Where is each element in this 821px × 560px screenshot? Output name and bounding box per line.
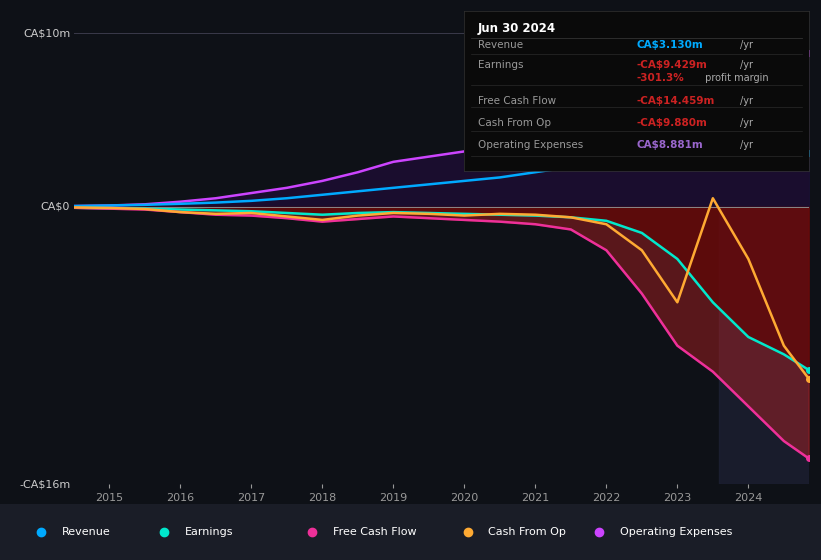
- Text: -CA$9.429m: -CA$9.429m: [636, 60, 707, 71]
- Bar: [718, 20, 809, 484]
- Text: profit margin: profit margin: [702, 73, 768, 83]
- Text: -CA$14.459m: -CA$14.459m: [636, 96, 714, 106]
- Text: Revenue: Revenue: [478, 40, 523, 50]
- Text: Operating Expenses: Operating Expenses: [478, 140, 583, 150]
- Text: Free Cash Flow: Free Cash Flow: [478, 96, 556, 106]
- Text: Free Cash Flow: Free Cash Flow: [333, 527, 416, 537]
- Text: CA$10m: CA$10m: [23, 29, 71, 39]
- Text: /yr: /yr: [740, 96, 753, 106]
- Text: Jun 30 2024: Jun 30 2024: [478, 22, 556, 35]
- Text: CA$3.130m: CA$3.130m: [636, 40, 703, 50]
- Text: /yr: /yr: [740, 118, 753, 128]
- Text: -CA$16m: -CA$16m: [19, 479, 71, 489]
- Text: Earnings: Earnings: [185, 527, 233, 537]
- Text: CA$0: CA$0: [41, 202, 71, 212]
- Text: Revenue: Revenue: [62, 527, 110, 537]
- Text: Cash From Op: Cash From Op: [478, 118, 551, 128]
- Text: CA$8.881m: CA$8.881m: [636, 140, 703, 150]
- Text: /yr: /yr: [740, 60, 753, 71]
- Text: -301.3%: -301.3%: [636, 73, 684, 83]
- Text: Operating Expenses: Operating Expenses: [620, 527, 732, 537]
- Text: /yr: /yr: [740, 40, 753, 50]
- Text: /yr: /yr: [740, 140, 753, 150]
- Text: -CA$9.880m: -CA$9.880m: [636, 118, 707, 128]
- Text: Cash From Op: Cash From Op: [488, 527, 566, 537]
- Text: Earnings: Earnings: [478, 60, 523, 71]
